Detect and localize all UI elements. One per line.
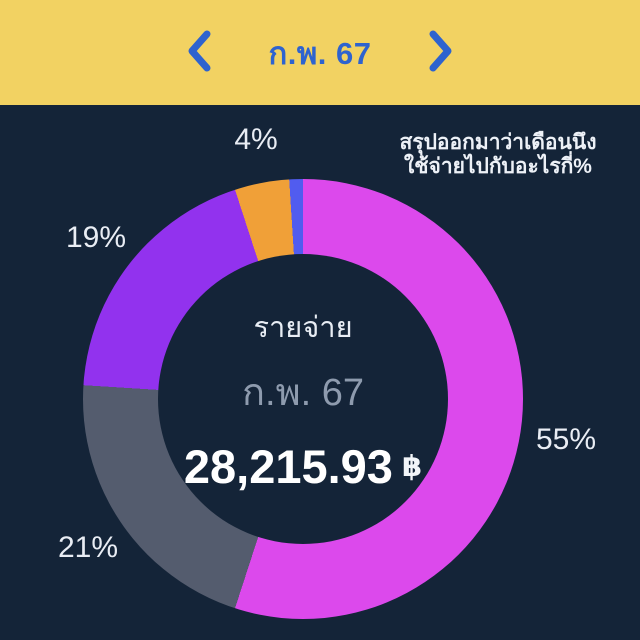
donut-ring[interactable]: รายจ่าย ก.พ. 67 28,215.93 ฿ [83,179,523,619]
chart-subtitle: สรุปออกมาว่าเดือนนึง ใช้จ่ายไปกับอะไรกี่… [388,131,608,179]
expense-total: 28,215.93 ฿ [184,439,422,494]
slice-label-55: 55% [535,423,597,456]
slice-label-4: 4% [234,123,278,156]
selected-month-label: ก.พ. 67 [268,35,372,71]
expense-total-amount: 28,215.93 [183,440,393,493]
prev-month-button[interactable] [182,30,216,76]
expense-title: รายจ่าย [253,312,353,344]
chevron-right-icon [429,29,453,76]
expense-chart-section: สรุปออกมาว่าเดือนนึง ใช้จ่ายไปกับอะไรกี่… [0,105,640,640]
chart-subtitle-line1: สรุปออกมาว่าเดือนนึง [399,131,597,154]
donut-center-text: รายจ่าย ก.พ. 67 28,215.93 ฿ [83,179,523,619]
baht-currency-symbol: ฿ [401,451,423,483]
chevron-left-icon [187,29,211,76]
slice-label-21: 21% [57,531,119,564]
next-month-button[interactable] [424,30,458,76]
chart-subtitle-line2: ใช้จ่ายไปกับอะไรกี่% [404,155,592,179]
donut-hole [158,254,448,544]
month-navigation-header: ก.พ. 67 [0,0,640,105]
slice-label-19: 19% [65,221,127,254]
expense-period: ก.พ. 67 [242,372,364,414]
